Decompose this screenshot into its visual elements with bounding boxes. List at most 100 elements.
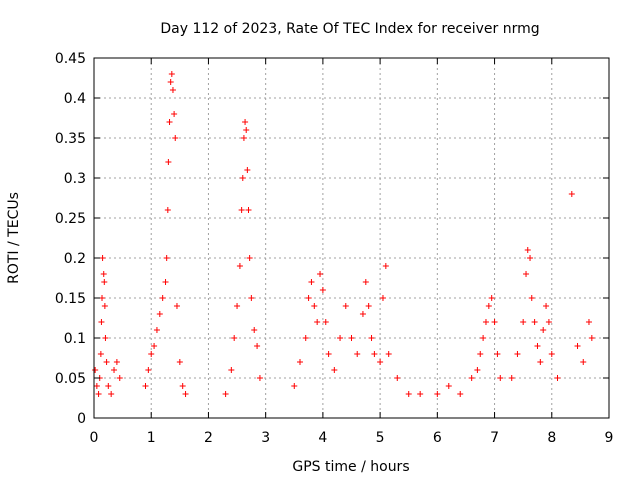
data-point [385, 351, 392, 357]
y-axis-title: ROTI / TECUs [6, 192, 22, 284]
data-point [95, 391, 102, 397]
data-point [182, 391, 189, 397]
x-axis-title: GPS time / hours [292, 459, 409, 475]
data-point [434, 391, 441, 397]
data-point [368, 335, 375, 341]
data-point [105, 383, 112, 389]
data-point [153, 327, 160, 333]
data-point [527, 255, 534, 261]
data-point [243, 127, 250, 133]
data-point [445, 383, 452, 389]
data-point [457, 391, 464, 397]
y-tick-label: 0.3 [64, 171, 86, 187]
data-point [116, 375, 123, 381]
data-point [256, 375, 263, 381]
data-point [417, 391, 424, 397]
data-point [524, 247, 531, 253]
data-point [169, 87, 176, 93]
data-point [317, 271, 324, 277]
data-point [488, 295, 495, 301]
data-point [99, 255, 106, 261]
y-tick-label: 0.35 [55, 131, 86, 147]
data-point [92, 367, 99, 373]
data-point [164, 207, 171, 213]
y-tick-label: 0.25 [55, 211, 86, 227]
data-point [176, 359, 183, 365]
data-point [100, 271, 107, 277]
data-point [554, 375, 561, 381]
data-point [394, 375, 401, 381]
data-point [523, 271, 530, 277]
y-tick-label: 0.05 [55, 371, 86, 387]
data-point [231, 335, 238, 341]
data-point [173, 303, 180, 309]
data-point [319, 287, 326, 293]
chart-title: Day 112 of 2023, Rate Of TEC Index for r… [160, 21, 539, 37]
data-point [240, 135, 247, 141]
x-tick-label: 4 [318, 430, 327, 446]
data-point [245, 207, 252, 213]
data-point [244, 167, 251, 173]
data-point [545, 319, 552, 325]
data-point [93, 383, 100, 389]
x-tick-label: 2 [204, 430, 213, 446]
grid-layer [94, 58, 609, 418]
data-point [165, 159, 172, 165]
data-point [588, 335, 595, 341]
data-point [331, 367, 338, 373]
data-point [362, 279, 369, 285]
data-point [314, 319, 321, 325]
data-point [371, 351, 378, 357]
data-point [482, 319, 489, 325]
y-tick-label: 0.1 [64, 331, 86, 347]
points-layer [92, 71, 595, 397]
y-tick-label: 0.15 [55, 291, 86, 307]
data-point [159, 295, 166, 301]
data-point [234, 303, 241, 309]
data-point [531, 319, 538, 325]
data-point [222, 391, 229, 397]
data-point [302, 335, 309, 341]
y-tick-label: 0 [77, 411, 86, 427]
y-tick-label: 0.45 [55, 51, 86, 67]
data-point [354, 351, 361, 357]
data-point [528, 295, 535, 301]
data-point [172, 135, 179, 141]
data-point [166, 119, 173, 125]
data-point [101, 279, 108, 285]
data-point [238, 207, 245, 213]
data-point [242, 119, 249, 125]
data-point [520, 319, 527, 325]
x-tick-label: 6 [433, 430, 442, 446]
x-tick-label: 3 [261, 430, 270, 446]
data-point [162, 279, 169, 285]
data-point [311, 303, 318, 309]
data-point [580, 359, 587, 365]
data-point [534, 343, 541, 349]
data-point [548, 351, 555, 357]
x-tick-label: 5 [376, 430, 385, 446]
data-point [485, 303, 492, 309]
data-point [99, 295, 106, 301]
data-point [103, 359, 110, 365]
data-point [148, 351, 155, 357]
y-tick-label: 0.2 [64, 251, 86, 267]
data-point [111, 367, 118, 373]
data-point [342, 303, 349, 309]
data-point [474, 367, 481, 373]
data-point [537, 359, 544, 365]
data-point [291, 383, 298, 389]
data-point [497, 375, 504, 381]
ticks-layer: 0 1 2 3 4 5 6 7 8 9 0 0.05 0.1 0.15 0.2 0.25 0.3 0.35 0.4 0… [55, 51, 614, 446]
data-point [359, 311, 366, 317]
data-point [171, 111, 178, 117]
data-point [543, 303, 550, 309]
x-tick-label: 1 [147, 430, 156, 446]
data-point [98, 319, 105, 325]
x-tick-label: 8 [547, 430, 556, 446]
x-tick-label: 0 [90, 430, 99, 446]
data-point [101, 303, 108, 309]
data-point [297, 359, 303, 365]
data-point [405, 391, 412, 397]
